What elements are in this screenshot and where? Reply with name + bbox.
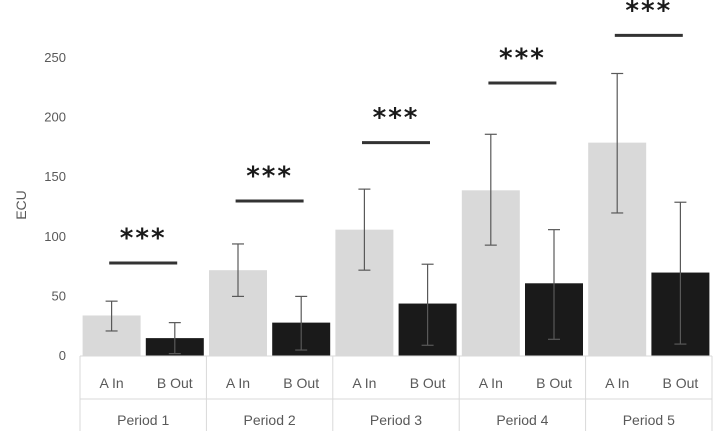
subcategory-label: A In bbox=[479, 375, 503, 391]
group-label: Period 3 bbox=[370, 412, 422, 428]
y-axis-label: ECU bbox=[13, 190, 29, 220]
subcategory-label: A In bbox=[100, 375, 124, 391]
y-axis-ticks: 0 50 100 150 200 250 bbox=[44, 50, 66, 363]
significance-label: *** bbox=[120, 224, 167, 254]
y-tick-label: 0 bbox=[59, 348, 66, 363]
bars bbox=[82, 142, 710, 356]
group-label: Period 1 bbox=[117, 412, 169, 428]
subcategory-label: B Out bbox=[663, 375, 699, 391]
subcategory-label: A In bbox=[352, 375, 376, 391]
category-axis: A In B Out Period 1 A In B Out Period 2 A In B … bbox=[79, 355, 713, 431]
significance-label: *** bbox=[625, 0, 672, 26]
subcategory-label: A In bbox=[605, 375, 629, 391]
significance-label: *** bbox=[373, 103, 420, 133]
group-label: Period 4 bbox=[496, 412, 548, 428]
group-label: Period 2 bbox=[244, 412, 296, 428]
subcategory-label: B Out bbox=[536, 375, 572, 391]
y-tick-label: 50 bbox=[52, 288, 66, 303]
significance-markers: *** *** *** *** *** bbox=[109, 0, 683, 265]
subcategory-label: A In bbox=[226, 375, 250, 391]
subcategory-label: B Out bbox=[283, 375, 319, 391]
subcategory-label: B Out bbox=[157, 375, 193, 391]
group-label: Period 5 bbox=[623, 412, 675, 428]
error-bars bbox=[105, 72, 687, 355]
significance-label: *** bbox=[499, 44, 546, 74]
y-tick-label: 100 bbox=[44, 229, 66, 244]
y-tick-label: 150 bbox=[44, 169, 66, 184]
significance-label: *** bbox=[246, 162, 293, 192]
y-tick-label: 200 bbox=[44, 110, 66, 125]
subcategory-label: B Out bbox=[410, 375, 446, 391]
y-tick-label: 250 bbox=[44, 50, 66, 65]
